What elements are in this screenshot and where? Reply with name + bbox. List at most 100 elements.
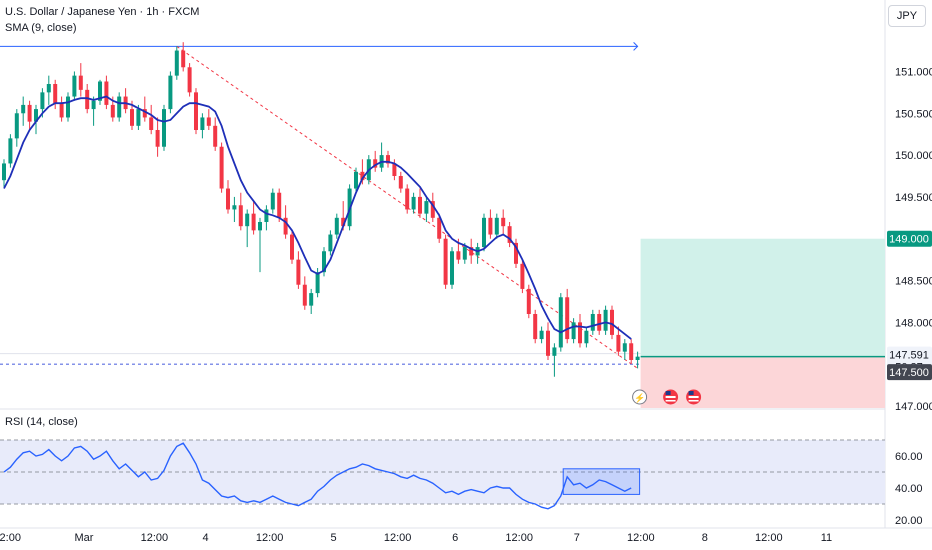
- candle-body: [136, 109, 141, 126]
- candle: [405, 184, 410, 214]
- candle: [206, 109, 211, 130]
- stop-price-badge-bg: [887, 364, 932, 381]
- candle: [501, 209, 506, 235]
- candle-body: [21, 104, 26, 114]
- candle: [635, 351, 640, 369]
- candle: [98, 79, 102, 105]
- candle: [315, 268, 320, 298]
- candle: [309, 288, 314, 314]
- candle: [584, 326, 589, 348]
- candle: [14, 109, 19, 147]
- candle: [104, 75, 109, 110]
- candle-body: [328, 234, 333, 252]
- time-tick-label: 12:00: [0, 532, 21, 544]
- candle-body: [296, 259, 301, 285]
- candle-body: [232, 205, 237, 210]
- candle-body: [174, 50, 179, 76]
- sma-legend[interactable]: SMA (9, close): [5, 22, 77, 34]
- price-tick-label: 148.500: [895, 276, 932, 288]
- rsi-tick-label: 20.00: [895, 515, 923, 527]
- time-tick-label: 7: [574, 532, 580, 544]
- candle-body: [277, 192, 282, 218]
- candle-body: [91, 100, 96, 110]
- candle: [450, 247, 454, 289]
- candle: [2, 159, 6, 187]
- candle-body: [584, 330, 589, 344]
- time-tick-label: 11: [821, 532, 832, 544]
- flag-stripe: [688, 400, 699, 402]
- candle: [418, 188, 422, 218]
- candle-body: [462, 247, 467, 260]
- candle: [226, 180, 230, 214]
- candle-body: [418, 196, 422, 214]
- candle-body: [78, 75, 83, 90]
- candle-body: [34, 109, 38, 122]
- rsi-tick-label: 60.00: [895, 451, 923, 463]
- candle-body: [219, 146, 224, 189]
- candle: [373, 150, 378, 172]
- candle: [194, 88, 198, 135]
- candle: [520, 259, 525, 294]
- candle: [482, 213, 486, 252]
- candle: [270, 188, 275, 214]
- candle-body: [85, 89, 90, 110]
- price-tick-label: 151.000: [895, 66, 932, 78]
- candle-body: [622, 343, 627, 352]
- candle: [494, 213, 499, 239]
- candle: [277, 188, 282, 222]
- target-zone: [640, 238, 885, 357]
- candle-body: [373, 159, 378, 168]
- candle-body: [72, 75, 77, 97]
- rsi-legend[interactable]: RSI (14, close): [5, 416, 78, 428]
- candle: [258, 217, 262, 273]
- candle: [296, 251, 301, 289]
- candle-body: [334, 217, 339, 235]
- candle: [290, 230, 294, 264]
- price-tick-label: 149.500: [895, 192, 932, 204]
- candle: [514, 238, 518, 268]
- rsi-pane: [0, 439, 885, 510]
- chart-title: U.S. Dollar / Japanese Yen · 1h · FXCM: [5, 6, 200, 18]
- candle: [168, 71, 173, 114]
- candle: [21, 96, 26, 126]
- currency-button[interactable]: JPY: [888, 5, 926, 27]
- candle: [328, 230, 333, 256]
- candle: [475, 242, 480, 264]
- rsi-line: [3, 442, 632, 510]
- candle: [334, 213, 339, 239]
- flag-stripe: [665, 400, 676, 402]
- candle-body: [354, 171, 358, 189]
- flag-stripe: [665, 396, 676, 398]
- candle-body: [226, 188, 230, 210]
- time-tick-label: 12:00: [141, 532, 169, 544]
- candle-body: [98, 81, 102, 101]
- candle-body: [142, 109, 147, 118]
- target-price-badge-text: 149.000: [889, 234, 929, 246]
- candle: [232, 196, 237, 222]
- time-tick-label: 12:00: [505, 532, 533, 544]
- rsi-tick-label: 40.00: [895, 483, 923, 495]
- candle-body: [552, 347, 557, 356]
- candle: [219, 142, 224, 193]
- candle-body: [450, 251, 454, 285]
- candle: [91, 96, 96, 126]
- candle: [411, 192, 416, 214]
- us-flag-event-icon[interactable]: [663, 389, 679, 405]
- time-tick-label: Mar: [75, 532, 94, 544]
- candle-body: [130, 109, 134, 126]
- candle-body: [386, 155, 390, 164]
- candle: [66, 92, 70, 122]
- lightning-event-icon[interactable]: ⚡: [632, 389, 648, 405]
- candle-body: [558, 297, 563, 348]
- candle-body: [443, 238, 448, 285]
- flag-stripe: [688, 396, 699, 398]
- us-flag-event-icon[interactable]: [686, 389, 702, 405]
- candle: [616, 326, 621, 356]
- candle-body: [424, 201, 429, 214]
- candle: [117, 92, 122, 122]
- candle: [386, 150, 390, 168]
- price-tick-label: 148.000: [895, 317, 932, 329]
- candle-body: [27, 104, 32, 122]
